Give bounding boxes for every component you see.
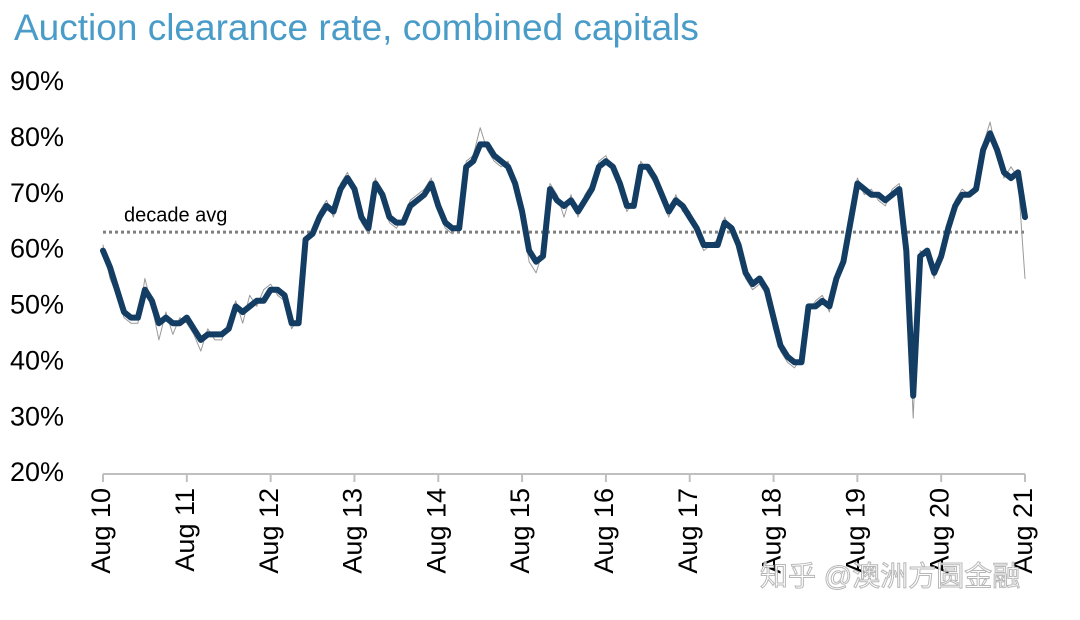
x-tick-label: Aug 11: [170, 488, 200, 572]
y-tick-label: 60%: [10, 234, 64, 264]
x-tick-label: Aug 14: [421, 488, 451, 574]
x-tick-label: Aug 20: [924, 488, 954, 574]
x-tick-label: Aug 10: [86, 488, 116, 574]
x-tick-label: Aug 12: [254, 488, 284, 574]
reference-label: decade avg: [124, 204, 227, 226]
y-tick-label: 30%: [10, 401, 64, 431]
y-tick-label: 50%: [10, 290, 64, 320]
series-line: [102, 121, 1026, 419]
x-tick-label: Aug 18: [757, 488, 787, 574]
chart-title: Auction clearance rate, combined capital…: [14, 7, 699, 48]
y-tick-label: 70%: [10, 178, 64, 208]
x-tick-label: Aug 15: [505, 488, 535, 574]
x-tick-label: Aug 21: [1008, 488, 1038, 574]
x-tick-label: Aug 16: [589, 488, 619, 574]
series-line: [100, 130, 1028, 399]
y-tick-label: 80%: [10, 122, 64, 152]
y-tick-label: 40%: [10, 345, 64, 375]
y-tick-label: 90%: [10, 66, 64, 96]
y-tick-label: 20%: [10, 457, 64, 487]
x-tick-label: Aug 17: [673, 488, 703, 574]
x-tick-label: Aug 19: [840, 488, 870, 574]
x-tick-label: Aug 13: [338, 488, 368, 574]
watermark: 知乎 @澳洲方圆金融: [760, 560, 1020, 591]
